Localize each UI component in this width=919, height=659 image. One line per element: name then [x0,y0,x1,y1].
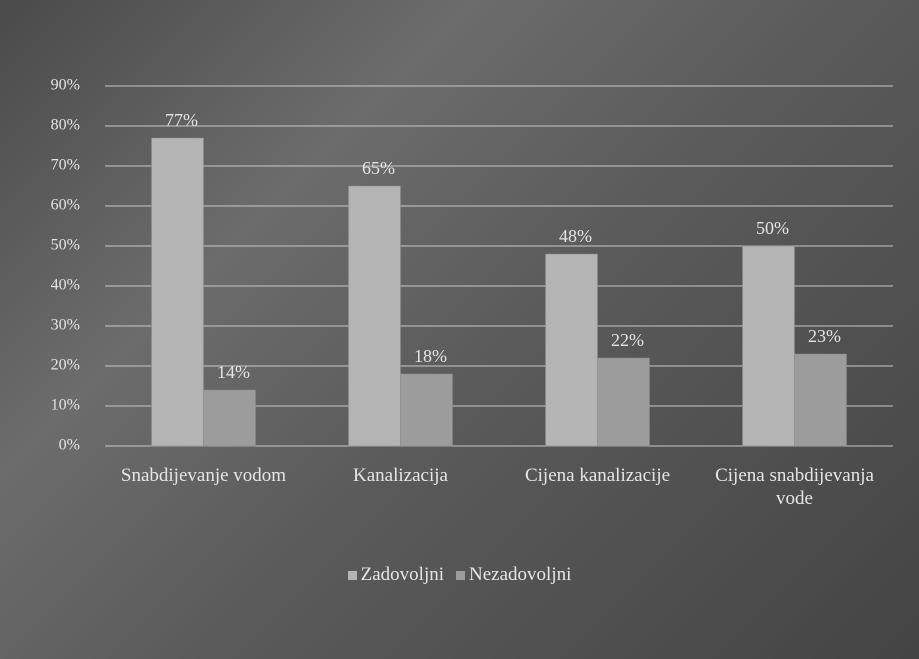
legend-swatch [456,571,466,581]
data-label: 18% [414,346,447,366]
legend-label: Nezadovoljni [469,564,572,585]
bar [597,357,650,447]
y-tick-label: 20% [51,357,80,374]
bar [742,245,795,447]
y-tick-label: 0% [59,437,80,454]
y-tick-label: 30% [51,317,80,334]
y-tick-label: 90% [51,77,80,94]
legend-label: Zadovoljni [360,564,445,585]
x-tick-label: Snabdijevanje vodom [120,465,287,486]
data-label: 14% [217,362,250,382]
y-tick-label: 60% [51,197,80,214]
data-label: 50% [756,218,789,238]
data-label: 77% [165,110,198,130]
legend-swatch [347,571,357,581]
x-tick-label: Kanalizacija [353,465,448,486]
bar [348,185,401,447]
x-tick-label: Cijena snabdijevanja vode [715,465,874,509]
y-tick-label: 80% [51,117,80,134]
bar [794,353,847,447]
bar [151,137,204,447]
data-label: 22% [611,330,644,350]
legend-item: Zadovoljni [347,564,445,586]
legend-item: Nezadovoljni [456,564,571,586]
x-tick-label: Cijena kanalizacije [524,465,671,486]
bar [400,373,453,447]
bar [545,253,598,447]
y-tick-label: 40% [51,277,80,294]
data-label: 48% [559,226,592,246]
bar [203,389,256,447]
legend: Zadovoljni Nezadovoljni [0,564,919,586]
data-label: 65% [362,158,395,178]
y-tick-label: 50% [51,237,80,254]
y-tick-label: 10% [51,397,80,414]
y-tick-label: 70% [51,157,80,174]
data-label: 23% [808,326,841,346]
